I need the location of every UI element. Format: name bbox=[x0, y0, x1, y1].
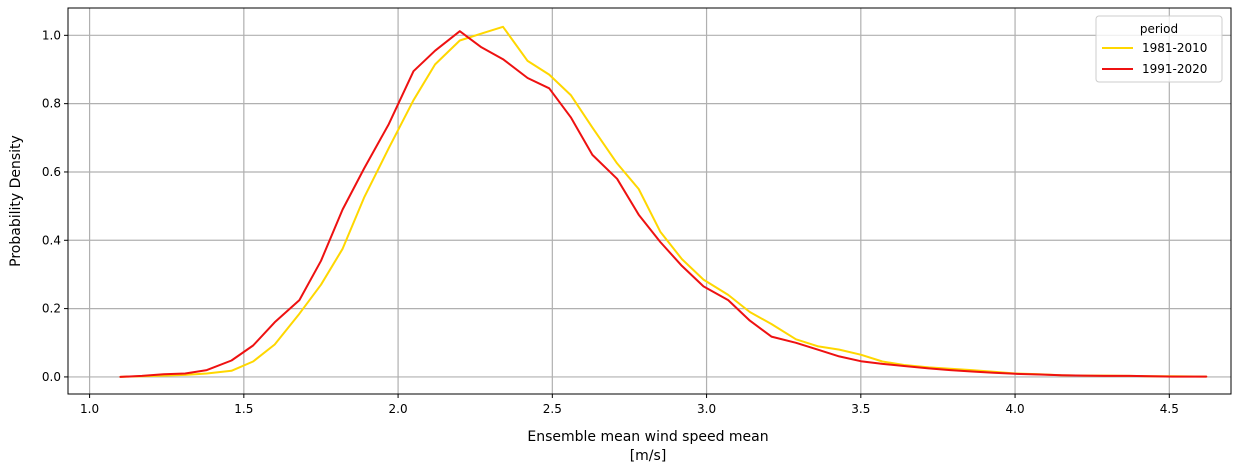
y-axis-label: Probability Density bbox=[8, 135, 24, 267]
x-tick-label: 4.0 bbox=[1006, 402, 1025, 416]
legend-title: period bbox=[1140, 22, 1178, 36]
x-tick-label: 1.0 bbox=[80, 402, 99, 416]
legend: period 1981-2010 1991-2020 bbox=[1095, 15, 1223, 83]
series-line-1991-2020 bbox=[119, 30, 1208, 378]
plot-frame bbox=[67, 7, 1232, 395]
x-axis-ticks: 1.0 1.5 2.0 2.5 3.0 3.5 4.0 4.5 bbox=[80, 394, 1179, 416]
series-lines bbox=[119, 25, 1208, 378]
x-axis-label: Ensemble mean wind speed mean bbox=[527, 429, 768, 445]
y-tick-label: 0.2 bbox=[42, 302, 61, 316]
x-tick-label: 3.0 bbox=[697, 402, 716, 416]
x-tick-label: 1.5 bbox=[234, 402, 253, 416]
x-axis-unit-label: [m/s] bbox=[630, 448, 667, 464]
x-tick-label: 2.5 bbox=[543, 402, 562, 416]
y-tick-label: 0.4 bbox=[42, 233, 61, 247]
plot-area-background bbox=[68, 8, 1231, 394]
y-tick-label: 0.6 bbox=[42, 165, 61, 179]
x-tick-label: 4.5 bbox=[1160, 402, 1179, 416]
x-tick-label: 2.0 bbox=[389, 402, 408, 416]
legend-label-1981-2010: 1981-2010 bbox=[1142, 41, 1207, 55]
legend-label-1991-2020: 1991-2020 bbox=[1142, 62, 1207, 76]
grid bbox=[68, 8, 1231, 394]
legend-box bbox=[1095, 15, 1223, 83]
x-tick-label: 3.5 bbox=[851, 402, 870, 416]
y-tick-label: 0.0 bbox=[42, 370, 61, 384]
y-tick-label: 1.0 bbox=[42, 28, 61, 42]
y-tick-label: 0.8 bbox=[42, 97, 61, 111]
y-axis-ticks: 0.0 0.2 0.4 0.6 0.8 1.0 bbox=[42, 28, 68, 384]
